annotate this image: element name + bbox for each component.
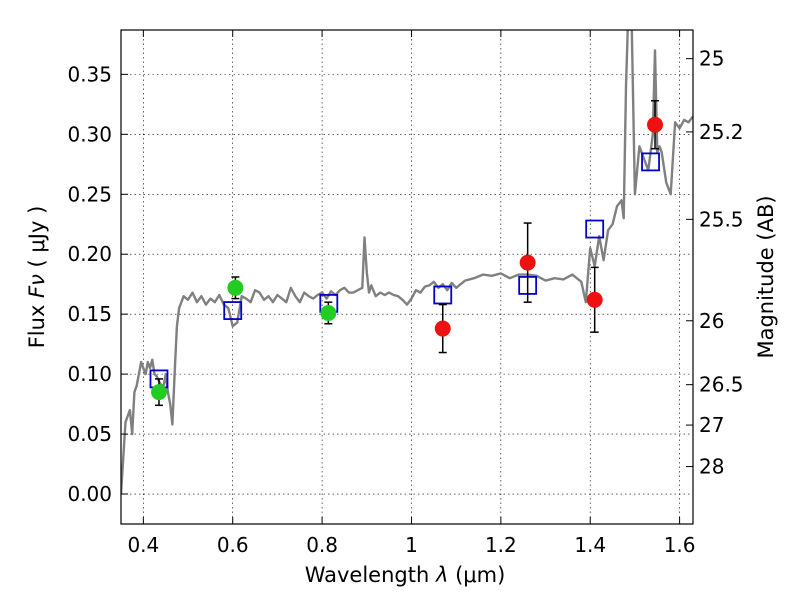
photometry-point [320, 304, 337, 321]
y-tick-label: 0.20 [67, 242, 112, 266]
grid-lines [121, 30, 693, 524]
spectrum-line [121, 30, 693, 495]
photometry-point [227, 279, 244, 296]
y2-tick-label: 26 [699, 309, 724, 333]
photometry-point [586, 291, 603, 308]
photometry-point [647, 116, 664, 133]
x-axis-label: Wavelength λ (μm) [305, 563, 506, 587]
y-tick-label: 0.15 [67, 302, 112, 326]
y2-tick-label: 25.2 [699, 120, 744, 144]
plot-area [121, 30, 693, 495]
photometry-point [434, 320, 451, 337]
x-tick-label: 0.4 [127, 533, 159, 557]
x-axis-label-text: Wavelength [305, 563, 430, 587]
model-square-marker [641, 152, 660, 172]
y-tick-label: 0.25 [67, 182, 112, 206]
y2-tick-label: 25.5 [699, 207, 744, 231]
y2-axis-label: Magnitude (AB) [754, 195, 778, 358]
y-tick-label: 0.05 [67, 422, 112, 446]
y2-tick-label: 25 [699, 47, 724, 71]
y-axis-label-unit: ( μJy ) [25, 206, 49, 268]
model-square-marker [433, 285, 453, 305]
y-axis-label: Flux Fν ( μJy ) [25, 206, 49, 349]
x-tick-label: 0.6 [217, 533, 249, 557]
axis-ticks: 0.4 0.6 0.8 1 1.2 1.4 1.6 0.00 0.05 0.10 0.15 0.20 0… [67, 30, 744, 557]
model-square-marker [585, 219, 605, 239]
y2-tick-label: 28 [699, 455, 724, 479]
x-tick-label: 0.8 [306, 533, 338, 557]
plot-frame [120, 29, 694, 525]
y2-tick-label: 26.5 [699, 373, 744, 397]
x-tick-label: 1.4 [574, 533, 606, 557]
y-tick-label: 0.35 [67, 62, 112, 86]
x-axis-label-symbol: λ [435, 563, 448, 587]
y-axis-label-symbol: Fν [25, 274, 49, 298]
y2-tick-label: 27 [699, 413, 724, 437]
x-tick-label: 1 [405, 533, 418, 557]
x-tick-label: 1.6 [664, 533, 696, 557]
model-square-marker [223, 301, 243, 320]
x-tick-label: 1.2 [485, 533, 517, 557]
y-tick-label: 0.10 [67, 362, 112, 386]
photometry-point [150, 384, 167, 401]
y-tick-label: 0.30 [67, 122, 112, 146]
y-tick-label: 0.00 [67, 482, 112, 506]
photometry-point [519, 254, 536, 271]
y-axis-label-text: Flux [25, 305, 49, 349]
x-axis-label-unit: (μm) [455, 563, 505, 587]
